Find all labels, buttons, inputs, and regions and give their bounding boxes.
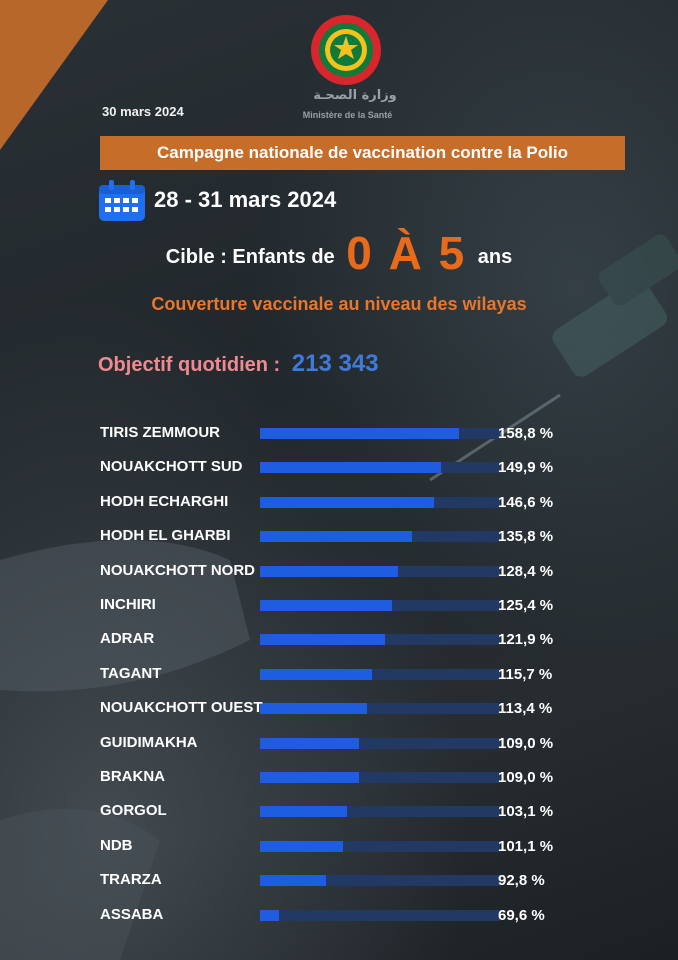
ministry-logo xyxy=(311,15,381,85)
bar-track xyxy=(260,428,500,439)
coverage-value: 101,1 % xyxy=(498,837,554,855)
calendar-icon xyxy=(99,180,145,221)
coverage-value: 103,1 % xyxy=(498,803,554,821)
coverage-value: 113,4 % xyxy=(498,700,553,718)
daily-objective: Objectif quotidien : 213 343 xyxy=(98,350,379,378)
coverage-bar xyxy=(260,634,385,646)
bar-track xyxy=(260,875,500,887)
bar-track xyxy=(260,668,500,680)
wilaya-label: TIRIS ZEMMOUR xyxy=(100,424,220,441)
wilaya-label: NOUAKCHOTT OUEST xyxy=(100,699,263,717)
campaign-dates: 28 - 31 mars 2024 xyxy=(154,187,337,212)
coverage-value: 92,8 % xyxy=(498,872,545,890)
campaign-banner: Campagne nationale de vaccination contre… xyxy=(100,136,625,170)
wilaya-label: TAGANT xyxy=(100,664,162,682)
coverage-bar xyxy=(260,600,392,611)
coverage-bar xyxy=(260,737,359,749)
bar-track xyxy=(260,531,500,543)
wilaya-label: INCHIRI xyxy=(100,596,156,613)
coverage-value: 109,0 % xyxy=(498,769,554,786)
bar-track xyxy=(260,703,500,715)
chart-subtitle: Couverture vaccinale au niveau des wilay… xyxy=(151,294,527,314)
coverage-bar xyxy=(260,668,373,680)
coverage-value: 149,9 % xyxy=(498,459,554,477)
coverage-bar xyxy=(260,703,368,715)
wilaya-label: GORGOL xyxy=(100,802,167,820)
wilaya-label: NDB xyxy=(100,836,133,854)
coverage-bar xyxy=(260,565,398,577)
bar-track xyxy=(260,600,500,611)
coverage-bar xyxy=(260,428,459,439)
wilaya-label: ADRAR xyxy=(100,630,155,648)
objective-value: 213 343 xyxy=(291,350,379,377)
coverage-value: 135,8 % xyxy=(498,528,554,546)
wilaya-label: TRARZA xyxy=(100,871,162,889)
coverage-value: 146,6 % xyxy=(498,493,554,511)
coverage-value: 128,4 % xyxy=(498,562,554,580)
coverage-value: 69,6 % xyxy=(498,906,545,924)
ministry-name-french: Ministère de la Santé xyxy=(302,110,393,120)
coverage-bar xyxy=(260,909,280,921)
target-age-range: 0 À 5 xyxy=(346,227,467,279)
bar-track xyxy=(260,462,500,474)
coverage-value: 115,7 % xyxy=(498,665,553,683)
target-prefix: Cible : Enfants de xyxy=(165,246,335,268)
coverage-bar xyxy=(260,840,343,852)
coverage-value: 121,9 % xyxy=(498,631,554,649)
coverage-bar xyxy=(260,772,359,783)
wilaya-label: HODH ECHARGHI xyxy=(100,492,229,510)
wilaya-label: NOUAKCHOTT SUD xyxy=(100,458,243,476)
bar-track xyxy=(260,772,500,783)
bar-track xyxy=(260,806,500,818)
coverage-bar xyxy=(260,806,347,818)
target-line: Cible : Enfants de 0 À 5 ans xyxy=(0,226,678,280)
coverage-value: 125,4 % xyxy=(498,597,554,614)
report-date: 30 mars 2024 xyxy=(102,104,184,119)
wilaya-label: NOUAKCHOTT NORD xyxy=(100,561,255,579)
wilaya-label: HODH EL GHARBI xyxy=(100,527,231,545)
target-suffix: ans xyxy=(477,246,513,268)
corner-decoration xyxy=(0,0,108,150)
bar-track xyxy=(260,737,500,749)
wilaya-label: ASSABA xyxy=(100,905,164,923)
coverage-bar xyxy=(260,875,326,887)
wilaya-label: GUIDIMAKHA xyxy=(100,733,198,751)
coverage-bar xyxy=(260,531,413,543)
bar-track xyxy=(260,909,500,921)
wilaya-label: BRAKNA xyxy=(100,768,165,785)
coverage-bar xyxy=(260,462,441,474)
objective-label: Objectif quotidien : xyxy=(98,354,281,376)
ministry-name-arabic: وزارة الصحـة xyxy=(313,88,397,103)
bar-track xyxy=(260,565,500,577)
bar-track xyxy=(260,496,500,508)
coverage-value: 109,0 % xyxy=(498,734,554,752)
coverage-value: 158,8 % xyxy=(498,425,554,442)
bar-track xyxy=(260,840,500,852)
coverage-bar xyxy=(260,496,435,508)
bar-track xyxy=(260,634,500,646)
